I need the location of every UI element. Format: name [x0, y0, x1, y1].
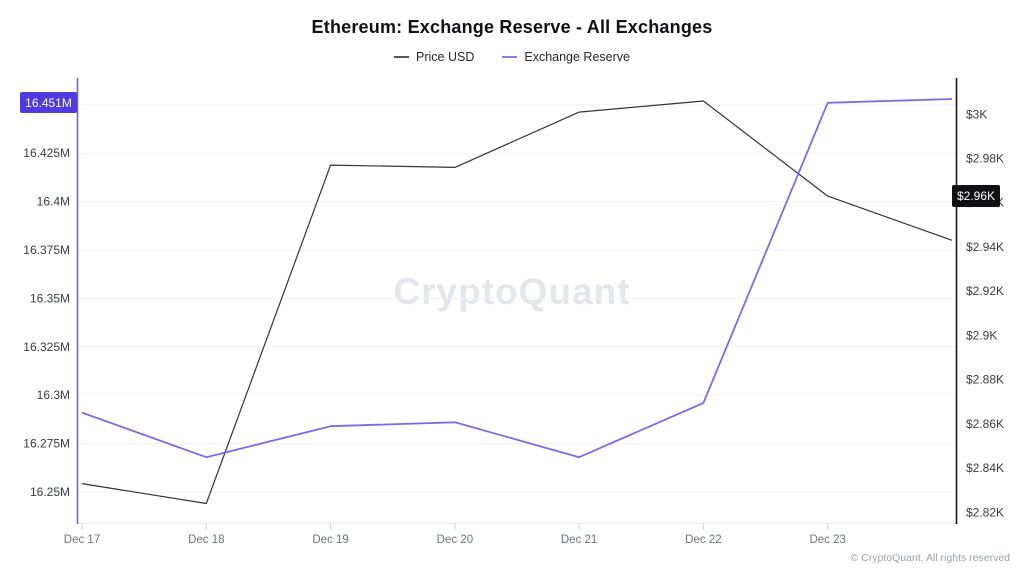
left-tick-label: 16.4M — [37, 195, 70, 209]
price-usd-legend-dash-icon — [394, 56, 410, 58]
left-tick-label: 16.35M — [30, 291, 70, 305]
left-axis-reserve: 16.25M 16.275M 16.3M 16.325M 16.35M 16.375M 16… — [23, 78, 79, 524]
legend-label-exchange-reserve: Exchange Reserve — [524, 50, 630, 64]
price-usd-line — [81, 100, 953, 505]
x-tick-label: Dec 18 — [188, 534, 224, 546]
page-title: Ethereum: Exchange Reserve - All Exchang… — [311, 17, 713, 37]
x-tick-label: Dec 21 — [561, 534, 597, 546]
left-tick-label: 16.325M — [23, 340, 70, 354]
gridlines — [77, 104, 957, 493]
copyright-footer: © CryptoQuant. All rights reserved — [850, 552, 1010, 564]
x-tick-label: Dec 19 — [312, 534, 348, 546]
right-tick-label: $2.84K — [966, 461, 1004, 475]
right-tick-label: $2.9K — [966, 328, 997, 342]
exchange-reserve-line — [81, 98, 953, 459]
left-tick-label: 16.3M — [37, 388, 70, 402]
x-axis: Dec 17 Dec 18 Dec 19 Dec 20 Dec 21 Dec 22 Dec … — [64, 523, 957, 546]
right-tick-label: $2.86K — [966, 417, 1004, 431]
right-tick-label: $2.92K — [966, 284, 1004, 298]
right-tick-label: $2.98K — [966, 152, 1004, 166]
left-tick-label: 16.375M — [23, 243, 70, 257]
x-tick-label: Dec 17 — [64, 534, 100, 546]
left-tick-label: 16.425M — [23, 146, 70, 160]
legend-item-exchange-reserve[interactable]: Exchange Reserve — [502, 50, 630, 64]
x-tick-label: Dec 23 — [809, 534, 845, 546]
right-tick-label: $2.88K — [966, 373, 1004, 387]
right-tick-label: $2.94K — [966, 240, 1004, 254]
left-tick-label: 16.25M — [30, 485, 70, 499]
right-tick-label: $2.82K — [966, 505, 1004, 519]
exchange-reserve-legend-dash-icon — [502, 56, 518, 58]
legend-label-price-usd: Price USD — [416, 50, 475, 64]
x-tick-label: Dec 22 — [685, 534, 721, 546]
legend-item-price-usd[interactable]: Price USD — [394, 50, 474, 64]
cryptoquant-watermark: CryptoQuant — [393, 271, 631, 312]
price-last-value-badge: $2.96K — [952, 185, 1000, 208]
left-tick-label: 16.275M — [23, 437, 70, 451]
right-tick-label: $3K — [966, 107, 987, 121]
right-axis-price: $3K $2.98K $2.96K $2.94K $2.92K $2.9K $2.88K $2… — [955, 78, 1004, 524]
x-tick-label: Dec 20 — [437, 534, 473, 546]
legend: Price USD Exchange Reserve — [0, 50, 1024, 64]
reserve-last-value-badge: 16.451M — [20, 92, 77, 114]
